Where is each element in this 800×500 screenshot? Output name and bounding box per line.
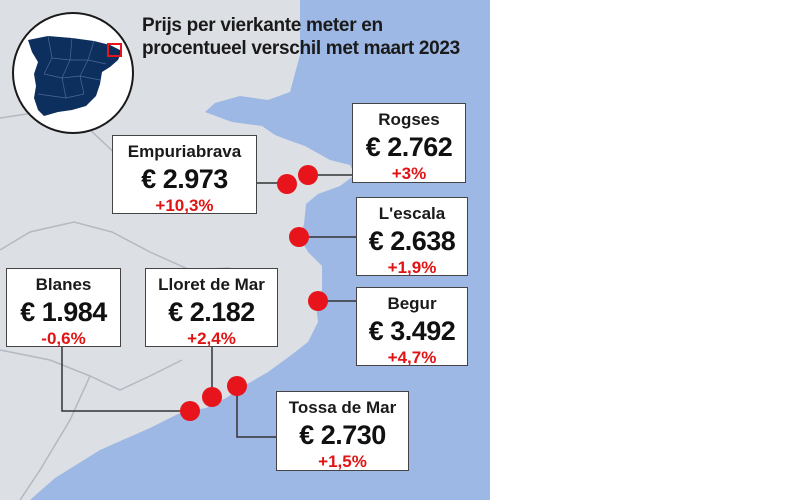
catalonia-highlight-box [107,43,122,57]
map-title: Prijs per vierkante meter en procentueel… [142,14,482,60]
spain-inset-map [12,12,134,134]
place-name: Lloret de Mar [158,275,265,294]
place-name: Blanes [35,275,92,294]
spain-locator-svg [28,35,122,116]
title-line-1: Prijs per vierkante meter en [142,15,383,36]
place-name: L'escala [378,204,446,223]
province-lines [37,35,107,99]
region-border-4 [19,375,91,500]
place-name: Tossa de Mar [288,398,397,417]
change-value: +1,5% [318,452,367,471]
change-value: -0,6% [41,329,86,348]
marker-rogses [298,165,318,185]
leader-blanes [61,347,190,412]
marker-lloret [202,387,222,407]
marker-lescala [289,227,309,247]
map-panel: Prijs per vierkante meter en procentueel… [0,0,490,500]
place-name: Begur [387,294,437,313]
price-value: € 3.492 [368,316,456,346]
card-empuriabrava: Empuriabrava € 2.973 +10,3% [112,135,257,215]
price-value: € 2.730 [299,420,386,450]
card-lloret: Lloret de Mar € 2.182 +2,4% [145,268,278,348]
price-value: € 2.973 [141,164,228,194]
location-markers [180,165,328,421]
marker-empuriabrava [277,174,297,194]
card-begur: Begur € 3.492 +4,7% [356,287,468,367]
card-tossa: Tossa de Mar € 2.730 +1,5% [276,391,409,471]
place-name: Empuriabrava [127,142,242,161]
price-value: € 2.638 [368,226,456,256]
price-value: € 2.762 [365,132,453,162]
change-value: +10,3% [155,196,214,215]
card-blanes: Blanes € 1.984 -0,6% [6,268,121,348]
marker-blanes [180,401,200,421]
place-name: Rogses [378,110,440,129]
price-value: € 1.984 [20,297,107,327]
change-value: +1,9% [387,258,437,277]
marker-begur [308,291,328,311]
card-rogses: Rogses € 2.762 +3% [352,103,466,183]
title-line-2: procentueel verschil met maart 2023 [142,38,460,59]
change-value: +4,7% [387,348,437,367]
card-lescala: L'escala € 2.638 +1,9% [356,197,468,277]
change-value: +2,4% [187,329,236,348]
price-value: € 2.182 [168,297,255,327]
change-value: +3% [391,164,427,183]
leader-tossa [236,386,276,438]
marker-tossa [227,376,247,396]
region-border-3 [0,349,183,391]
